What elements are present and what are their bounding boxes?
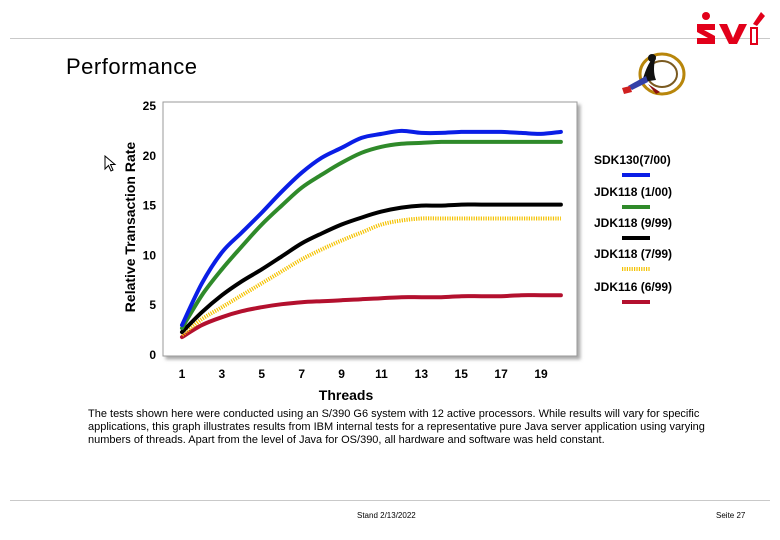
legend-label: JDK118 (9/99) (594, 216, 672, 230)
x-tick-label: 3 (219, 367, 226, 381)
svi-logo: svi (695, 8, 765, 45)
x-tick-label: 15 (455, 367, 469, 381)
footer-page-number: Seite 27 (716, 511, 746, 520)
series-lines (180, 128, 563, 340)
legend: SDK130(7/00) JDK118 (1/00) JDK118 (9/99) JD… (594, 153, 672, 304)
y-tick-label: 15 (143, 199, 157, 213)
header-rule (10, 38, 770, 39)
x-tick-label: 13 (415, 367, 429, 381)
x-tick-label: 9 (338, 367, 345, 381)
y-tick-label: 0 (149, 348, 156, 362)
y-tick-label: 10 (143, 248, 157, 262)
legend-label: JDK116 (6/99) (594, 280, 672, 294)
page-title: Performance (66, 54, 198, 79)
legend-label: JDK118 (7/99) (594, 247, 672, 261)
logo-text: svi (695, 8, 697, 9)
x-tick-label: 1 (179, 367, 186, 381)
y-tick-label: 20 (143, 149, 157, 163)
y-tick-label: 5 (149, 298, 156, 312)
series-line-3 (180, 202, 563, 335)
x-axis-ticks: 1 3 5 7 9 11 13 15 17 19 (179, 367, 548, 381)
x-tick-label: 11 (375, 367, 388, 381)
x-tick-label: 17 (494, 367, 508, 381)
legend-label: JDK118 (1/00) (594, 185, 672, 199)
x-axis-label: Threads (319, 387, 374, 403)
y-tick-label: 25 (143, 99, 157, 113)
series-line-2 (180, 139, 563, 331)
footer-date: Stand 2/13/2022 (357, 511, 416, 520)
y-axis-label: Relative Transaction Rate (122, 142, 138, 313)
x-tick-label: 5 (258, 367, 265, 381)
series-line-5 (180, 293, 563, 340)
legend-label: SDK130(7/00) (594, 153, 671, 167)
mouse-pointer-icon (104, 155, 117, 172)
x-tick-label: 19 (534, 367, 548, 381)
chart-caption: The tests shown here were conducted usin… (88, 408, 705, 446)
series-line-1 (180, 128, 563, 328)
java-mascot-image (622, 52, 686, 96)
footer-rule (10, 500, 770, 501)
y-axis-ticks: 0 5 10 15 20 25 (143, 99, 157, 362)
x-tick-label: 7 (298, 367, 305, 381)
